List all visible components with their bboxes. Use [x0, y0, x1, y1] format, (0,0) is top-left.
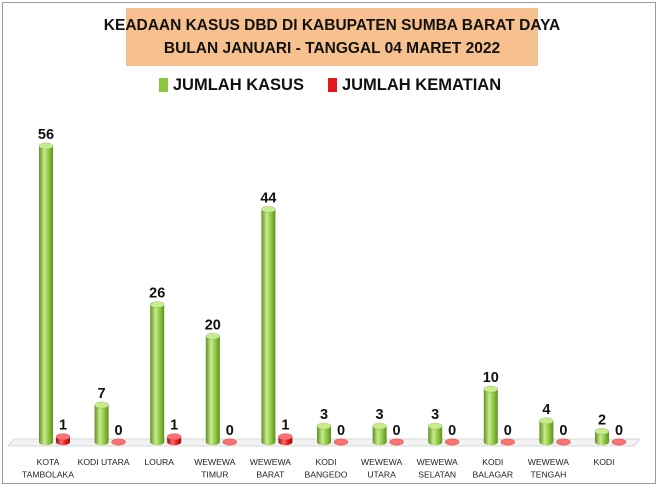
- category-label-2-0: LOURA: [144, 457, 174, 467]
- chart-frame: [2, 2, 656, 484]
- category-label-6-1: UTARA: [367, 470, 396, 480]
- category-label-1-0: KODI UTARA: [78, 457, 130, 467]
- category-label-10-0: KODI: [593, 457, 614, 467]
- data-label-kasus-6: 3: [376, 407, 384, 423]
- data-label-kematian-10: 0: [615, 423, 623, 439]
- category-label-3-1: TIMUR: [201, 470, 228, 480]
- bar-kasus-3: [205, 332, 221, 446]
- data-label-kematian-8: 0: [504, 423, 512, 439]
- bar-kasus-1: [94, 401, 109, 446]
- category-label-7-1: SELATAN: [418, 470, 456, 480]
- data-label-kasus-2: 26: [149, 286, 165, 302]
- bar-kematian-2: [166, 433, 182, 446]
- chart-title-line-1: KEADAAN KASUS DBD DI KABUPATEN SUMBA BAR…: [103, 17, 561, 34]
- bar-kasus-10: [594, 427, 610, 446]
- data-label-kematian-5: 0: [337, 423, 345, 439]
- bar-kematian-8: [500, 438, 516, 446]
- data-label-kasus-0: 56: [38, 127, 54, 143]
- bar-kasus-4: [261, 205, 276, 446]
- data-label-kasus-7: 3: [431, 407, 439, 423]
- bar-kematian-5: [333, 438, 349, 446]
- data-label-kematian-4: 1: [281, 418, 289, 434]
- bar-kasus-2: [149, 301, 165, 446]
- category-label-4-0: WEWEWA: [250, 457, 291, 467]
- data-label-kematian-1: 0: [115, 423, 123, 439]
- data-label-kematian-0: 1: [59, 418, 67, 434]
- data-label-kematian-6: 0: [393, 423, 401, 439]
- category-label-7-0: WEWEWA: [417, 457, 458, 467]
- bar-kematian-1: [111, 438, 126, 446]
- bar-kematian-10: [611, 438, 627, 446]
- category-label-3-0: WEWEWA: [194, 457, 235, 467]
- bar-kasus-7: [427, 422, 443, 446]
- chart-title-box: KEADAAN KASUS DBD DI KABUPATEN SUMBA BAR…: [104, 8, 560, 66]
- category-label-5-0: KODI: [315, 457, 336, 467]
- data-label-kasus-10: 2: [598, 412, 606, 428]
- data-label-kematian-9: 0: [559, 423, 567, 439]
- data-label-kasus-4: 44: [260, 190, 276, 206]
- chart-title-line-2: BULAN JANUARI - TANGGAL 04 MARET 2022: [163, 40, 501, 57]
- data-label-kasus-1: 7: [98, 386, 106, 402]
- data-label-kematian-3: 0: [226, 423, 234, 439]
- data-label-kasus-8: 10: [483, 370, 499, 386]
- bar-kematian-9: [556, 438, 571, 446]
- category-label-8-0: KODI: [482, 457, 503, 467]
- data-label-kematian-7: 0: [448, 423, 456, 439]
- category-label-0-0: KOTA: [37, 457, 60, 467]
- legend-swatch-kematian: [327, 78, 337, 92]
- category-label-9-0: WEWEWA: [528, 457, 569, 467]
- legend-label-kasus: JUMLAH KASUS: [172, 75, 304, 94]
- bar-kasus-6: [372, 422, 387, 446]
- legend: JUMLAH KASUS JUMLAH KEMATIAN: [0, 72, 660, 98]
- data-label-kasus-9: 4: [542, 402, 550, 418]
- category-label-0-1: TAMBOLAKA: [22, 470, 74, 480]
- category-label-8-1: BALAGAR: [472, 470, 513, 480]
- category-label-5-1: BANGEDO: [305, 470, 348, 480]
- bar-kasus-5: [316, 422, 332, 446]
- category-label-6-0: WEWEWA: [361, 457, 402, 467]
- legend-swatch-kasus: [158, 78, 168, 92]
- bar-kematian-3: [222, 438, 238, 446]
- data-label-kasus-5: 3: [320, 407, 328, 423]
- category-label-4-1: BARAT: [256, 470, 285, 480]
- bar-kematian-7: [444, 438, 460, 446]
- legend-item-kasus: JUMLAH KASUS: [158, 75, 304, 95]
- bar-kematian-4: [278, 433, 293, 446]
- legend-item-kematian: JUMLAH KEMATIAN: [327, 75, 502, 95]
- bar-kasus-9: [539, 417, 554, 446]
- bar-kematian-6: [389, 438, 404, 446]
- legend-label-kematian: JUMLAH KEMATIAN: [341, 75, 502, 94]
- bar-kasus-0: [38, 142, 54, 446]
- data-label-kasus-3: 20: [205, 317, 221, 333]
- bar-kasus-8: [483, 385, 499, 446]
- data-label-kematian-2: 1: [170, 418, 178, 434]
- category-label-9-1: TENGAH: [530, 470, 566, 480]
- bar-kematian-0: [55, 433, 71, 446]
